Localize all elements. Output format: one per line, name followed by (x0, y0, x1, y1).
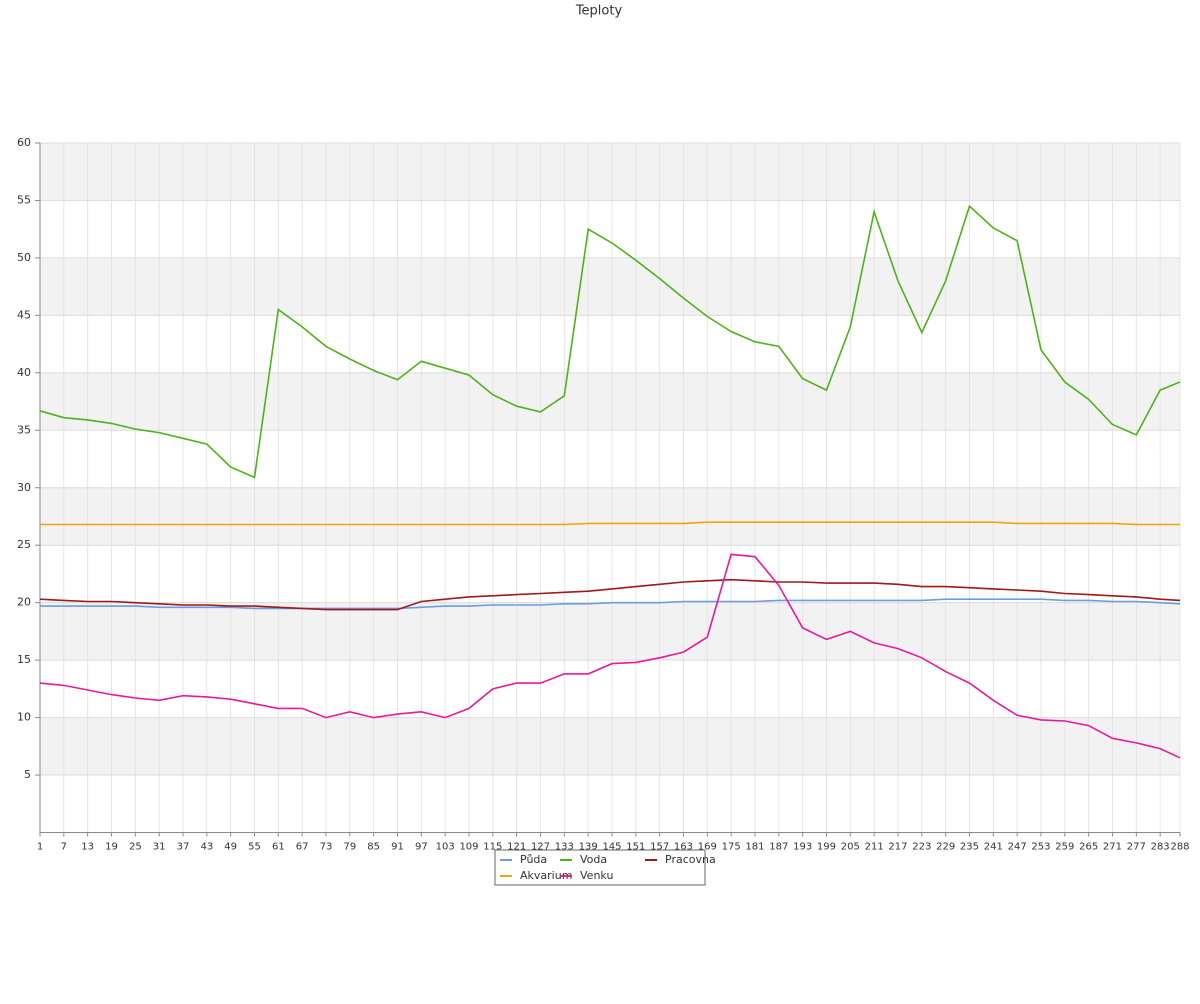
x-tick-label: 217 (888, 842, 907, 853)
y-tick-label: 5 (24, 768, 31, 781)
x-tick-label: 103 (436, 842, 455, 853)
grid-band (40, 143, 1180, 201)
x-tick-label: 223 (912, 842, 931, 853)
x-tick-label: 127 (531, 842, 550, 853)
series-line (39, 578, 1181, 611)
legend-label: Pracovna (665, 853, 716, 866)
x-tick-label: 259 (1055, 842, 1074, 853)
x-tick-label: 85 (367, 842, 380, 853)
x-tick-label: 205 (841, 842, 860, 853)
x-tick-label: 37 (177, 842, 190, 853)
x-tick-label: 139 (579, 842, 598, 853)
x-tick-label: 91 (391, 842, 404, 853)
y-tick-label: 50 (17, 251, 31, 264)
y-tick-label: 20 (17, 596, 31, 609)
x-tick-label: 175 (722, 842, 741, 853)
series-line (39, 204, 1181, 479)
x-tick-label: 151 (626, 842, 645, 853)
legend-box (494, 849, 706, 886)
x-tick-label: 193 (793, 842, 812, 853)
x-tick-label: 145 (602, 842, 621, 853)
x-tick-label: 265 (1079, 842, 1098, 853)
x-tick-label: 61 (272, 842, 285, 853)
x-tick-label: 79 (343, 842, 356, 853)
x-tick-label: 288 (1170, 842, 1189, 853)
x-tick-label: 157 (650, 842, 669, 853)
bands (40, 143, 1180, 776)
y-tick-label: 40 (17, 366, 31, 379)
x-tick-label: 247 (1008, 842, 1027, 853)
chart-title: Teploty (575, 4, 623, 19)
x-tick-label: 133 (555, 842, 574, 853)
x-tick-label: 229 (936, 842, 955, 853)
x-tick-label: 1 (37, 842, 43, 853)
grid-band (40, 487, 1180, 546)
legend-label: Venku (580, 869, 613, 882)
y-tick-label: 10 (17, 711, 31, 724)
x-tick-label: 163 (674, 842, 693, 853)
legend-label: Akvarium (520, 869, 572, 882)
x-tick-label: 55 (248, 842, 261, 853)
x-tick-label: 277 (1127, 842, 1146, 853)
x-tick-label: 25 (129, 842, 142, 853)
x-tick-label: 211 (865, 842, 884, 853)
x-tick-label: 97 (415, 842, 428, 853)
x-tick-label: 7 (61, 842, 67, 853)
x-tick-label: 49 (224, 842, 237, 853)
x-tick-label: 187 (769, 842, 788, 853)
x-tick-label: 13 (81, 842, 94, 853)
legend-label: Voda (580, 853, 607, 866)
grid-band (40, 717, 1180, 776)
x-tick-label: 169 (698, 842, 717, 853)
legend-label: Půda (520, 853, 547, 866)
series-line (40, 598, 1181, 610)
grid-band (40, 372, 1180, 431)
y-tick-label: 45 (17, 308, 31, 321)
x-tick-label: 19 (105, 842, 118, 853)
grid-band (40, 257, 1180, 316)
x-tick-label: 181 (745, 842, 764, 853)
x-tick-label: 241 (984, 842, 1003, 853)
grid-band (40, 602, 1180, 661)
series-line (40, 521, 1180, 526)
series-line (39, 553, 1181, 759)
y-tick-label: 35 (17, 423, 31, 436)
y-tick-label: 15 (17, 653, 31, 666)
x-tick-label: 109 (459, 842, 478, 853)
y-tick-label: 60 (17, 136, 31, 149)
x-tick-label: 31 (153, 842, 166, 853)
x-tick-label: 73 (320, 842, 333, 853)
x-tick-label: 199 (817, 842, 836, 853)
x-tick-label: 115 (483, 842, 502, 853)
y-tick-label: 30 (17, 481, 31, 494)
x-tick-label: 253 (1031, 842, 1050, 853)
y-tick-label: 25 (17, 538, 31, 551)
x-tick-label: 271 (1103, 842, 1122, 853)
y-tick-label: 55 (17, 193, 31, 206)
x-tick-label: 121 (507, 842, 526, 853)
x-tick-label: 235 (960, 842, 979, 853)
x-tick-label: 283 (1151, 842, 1170, 853)
x-tick-label: 43 (200, 842, 213, 853)
x-tick-label: 67 (296, 842, 309, 853)
